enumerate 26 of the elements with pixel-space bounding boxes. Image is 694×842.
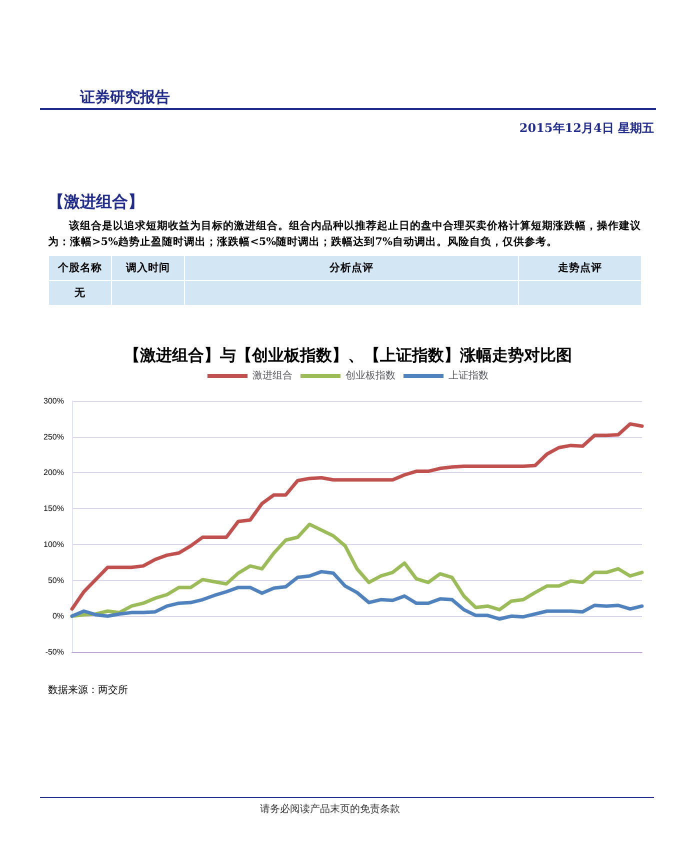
text: 请务必阅读产品末页的免责条款: [260, 802, 400, 816]
text: 走势点评: [518, 256, 642, 280]
y-tick-label: 200%: [44, 468, 64, 478]
legend-label: 激进组合: [252, 370, 292, 382]
y-tick-label: 0%: [52, 612, 64, 621]
source-note: 数据来源：两交所: [48, 684, 128, 697]
y-tick-label: 300%: [44, 396, 64, 406]
line-series: [70, 570, 644, 621]
text: 2015年12月4日 星期五: [519, 120, 654, 137]
line-series: [70, 422, 644, 611]
legend-label: 上证指数: [448, 370, 488, 382]
y-tick-label: 250%: [44, 432, 64, 442]
chart-title: 【激进组合】与【创业板指数】、【上证指数】涨幅走势对比图: [124, 346, 572, 364]
text: 该组合是以追求短期收益为目标的激进组合。组合内品种以推荐起止日的盘中合理买卖价格计算短期涨跌幅，操作建议为：涨幅>5%趋势止盈随时调出；涨跌幅<5%随时调出；跌幅达到7%自动调出。风险自负，仅供参考。: [48, 218, 642, 250]
text: 调入时间: [112, 256, 184, 280]
y-tick-label: 50%: [48, 576, 64, 585]
text: 个股名称: [48, 256, 112, 280]
legend-label: 创业板指数: [346, 370, 396, 382]
text: 证券研究报告: [80, 88, 170, 107]
text: 分析点评: [184, 256, 518, 280]
text: 【激进组合】: [48, 192, 144, 213]
y-tick-label: -50%: [45, 648, 64, 656]
text: 无: [48, 280, 112, 306]
line-series: [70, 522, 644, 618]
y-tick-label: 150%: [44, 504, 64, 514]
y-tick-label: 100%: [44, 540, 64, 549]
